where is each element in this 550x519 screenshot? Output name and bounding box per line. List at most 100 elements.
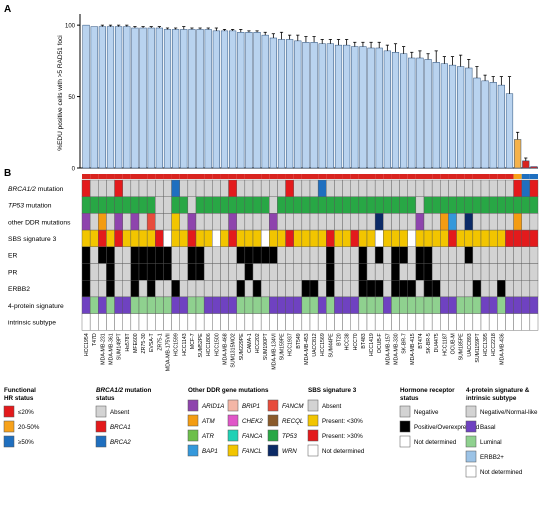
heatmap-cell: [309, 280, 319, 298]
heatmap-cell: [163, 196, 172, 214]
heatmap-cell: [391, 246, 400, 264]
heatmap-cell: [464, 246, 474, 264]
heatmap-cell: [155, 263, 164, 281]
cell-line-label: ZR75-1: [157, 333, 163, 350]
heatmap-cell: [464, 296, 474, 314]
heatmap-cell: [342, 196, 351, 214]
heatmap-cell: [81, 246, 91, 264]
legend-label: Negative/Normal-like: [480, 409, 538, 416]
legend-swatch: [227, 399, 239, 412]
heatmap-cell: [203, 296, 213, 314]
heatmap-cell: [431, 213, 441, 231]
heatmap-cell: [505, 179, 514, 197]
bar: [147, 27, 155, 169]
heatmap-cell: [130, 280, 140, 298]
heatmap-cell: [350, 246, 360, 264]
heatmap-cell: [155, 296, 164, 314]
heatmap-cell: [212, 280, 221, 298]
heatmap-cell: [317, 213, 327, 231]
heatmap-cell: [480, 196, 490, 214]
heatmap-cell: [130, 179, 140, 197]
heatmap-cell: [293, 246, 303, 264]
heatmap-cell: [521, 213, 531, 231]
legend-label: Not determined: [414, 439, 457, 446]
heatmap-cell: [456, 280, 465, 298]
hr-status-cell: [187, 174, 196, 179]
heatmap-cell: [81, 229, 91, 248]
heatmap-cell: [505, 213, 514, 231]
legend-swatch: [465, 450, 477, 463]
heatmap-cell: [106, 179, 115, 197]
heatmap-cell: [89, 196, 99, 214]
heatmap-cell: [521, 280, 531, 298]
heatmap-cell: [374, 313, 384, 331]
heatmap-cell: [431, 229, 441, 248]
cell-line-label: SK-BR-7: [402, 333, 408, 354]
heatmap-cell: [521, 313, 531, 331]
heatmap-cell: [203, 229, 213, 248]
heatmap-cell: [513, 179, 522, 197]
cell-line-label: UACC893: [467, 333, 473, 356]
cell-line-label: EVSA-T: [149, 332, 155, 352]
heatmap-cell: [260, 196, 270, 214]
heatmap-cell: [488, 246, 498, 264]
heatmap-row-label: SBS signature 3: [8, 236, 57, 243]
cell-line-label: HCC2218: [491, 333, 497, 356]
heatmap-cell: [374, 179, 384, 197]
legend-swatch: [307, 399, 319, 412]
heatmap-cell: [114, 196, 123, 214]
heatmap-cell: [407, 246, 417, 264]
heatmap-cell: [317, 313, 327, 331]
heatmap-cell: [497, 196, 506, 214]
heatmap-cell: [236, 179, 246, 197]
heatmap-cell: [513, 229, 522, 248]
heatmap-cell: [260, 296, 270, 314]
heatmap-cell: [529, 280, 539, 298]
heatmap-cell: [488, 179, 498, 197]
heatmap-cell: [358, 196, 368, 214]
heatmap-cell: [358, 296, 368, 314]
cell-line-label: HCC1419: [369, 333, 375, 356]
bar: [294, 40, 302, 169]
heatmap-cell: [293, 313, 303, 331]
heatmap-cell: [521, 179, 531, 197]
heatmap-cell: [146, 196, 156, 214]
legend-label: Absent: [322, 403, 342, 410]
heatmap-cell: [285, 179, 294, 197]
bar: [416, 57, 424, 169]
heatmap-cell: [513, 196, 522, 214]
heatmap-cell: [374, 280, 384, 298]
heatmap-cell: [309, 179, 319, 197]
hr-status-cell: [497, 174, 506, 179]
heatmap-cell: [155, 313, 164, 331]
heatmap-cell: [138, 196, 148, 214]
heatmap-cell: [138, 213, 148, 231]
legend-swatch: [187, 444, 199, 457]
heatmap-cell: [293, 263, 303, 281]
heatmap-cell: [146, 213, 156, 231]
legend-title: SBS signature 3: [308, 387, 357, 394]
heatmap-cell: [187, 246, 197, 264]
heatmap-cell: [146, 179, 156, 197]
heatmap-cell: [269, 196, 278, 214]
heatmap-cell: [366, 296, 376, 314]
heatmap-cell: [358, 263, 368, 281]
heatmap-cell: [220, 213, 229, 231]
heatmap-cell: [138, 280, 148, 298]
hr-status-cell: [521, 174, 530, 179]
heatmap-cell: [163, 179, 172, 197]
legend-title: status: [400, 395, 419, 402]
legend-label: FANCL: [242, 448, 262, 455]
cell-line-label: HCC1937: [288, 333, 294, 356]
cell-line-label: SUM1315MO2: [231, 333, 237, 367]
heatmap-cell: [334, 263, 343, 281]
heatmap-cell: [374, 213, 384, 231]
heatmap-cell: [228, 196, 237, 214]
hr-status-cell: [253, 174, 262, 179]
legend-label: Absent: [110, 409, 130, 416]
heatmap-cell: [212, 213, 221, 231]
heatmap-cell: [488, 229, 498, 248]
heatmap-cell: [472, 246, 482, 264]
heatmap-cell: [155, 229, 164, 248]
hr-status-cell: [464, 174, 473, 179]
